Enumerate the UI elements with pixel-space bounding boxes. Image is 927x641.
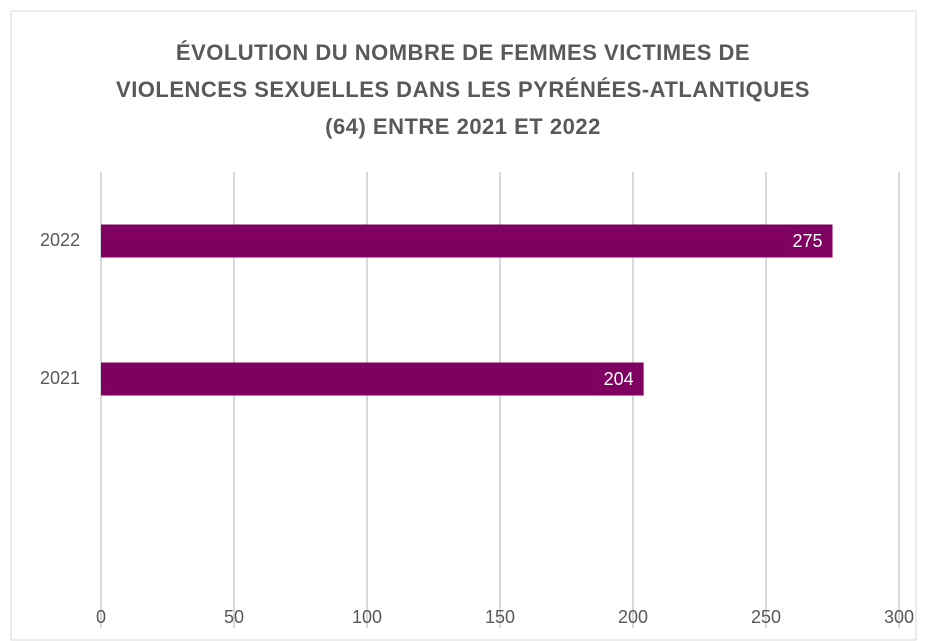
x-tick-label: 200 (618, 607, 648, 627)
data-label: 275 (792, 231, 822, 251)
chart-title: ÉVOLUTION DU NOMBRE DE FEMMES VICTIMES D… (116, 40, 810, 139)
bar (101, 362, 644, 396)
x-tick-label: 0 (96, 607, 106, 627)
data-label: 204 (604, 369, 634, 389)
x-tick-label: 250 (751, 607, 781, 627)
bar (101, 224, 833, 258)
x-tick-label: 50 (224, 607, 244, 627)
x-tick-label: 150 (485, 607, 515, 627)
x-tick-label: 300 (884, 607, 914, 627)
y-tick-label: 2021 (40, 368, 80, 388)
y-tick-label: 2022 (40, 230, 80, 250)
x-tick-label: 100 (352, 607, 382, 627)
